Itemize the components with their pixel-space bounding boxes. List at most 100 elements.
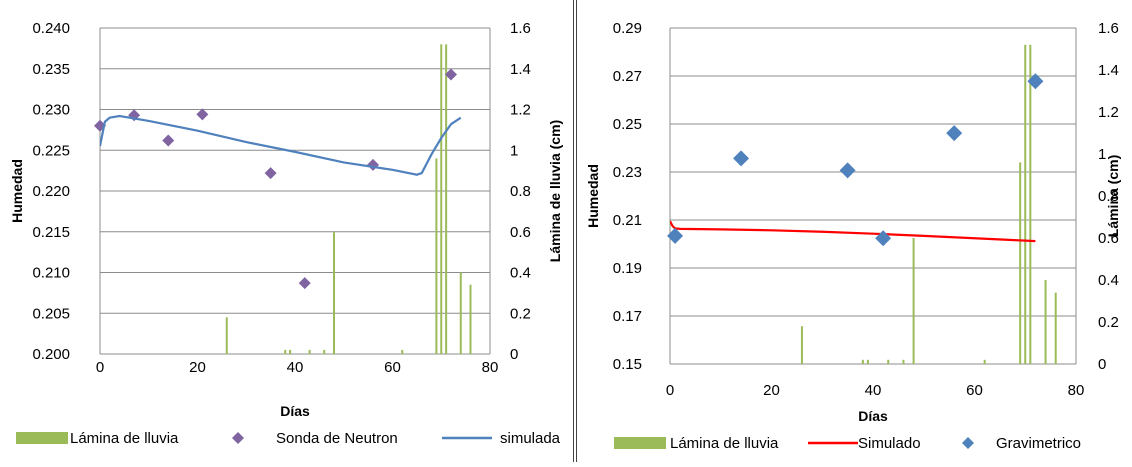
y2-tick-label: 1.4: [510, 61, 531, 78]
chart-panel-left: 0.200 0.205 0.210 0.215 0.220 0.225 0.230 0.235…: [0, 0, 572, 462]
y2-tick-label: 0.8: [1098, 188, 1119, 205]
y2-tick-label: 0.2: [510, 305, 531, 322]
y-tick-label: 0.21: [613, 212, 642, 229]
data-point: [733, 150, 750, 167]
rain-bar: [1029, 44, 1032, 365]
y2-tick-label: 0.6: [510, 224, 531, 241]
data-point: [839, 162, 856, 179]
rain-bar: [333, 231, 335, 354]
y2-tick-label: 1.6: [1098, 20, 1119, 37]
rain-bar: [1044, 280, 1047, 364]
y2-tick-label: 0: [510, 346, 518, 363]
rain-bar: [445, 44, 448, 355]
y2-tick-label: 0.4: [510, 265, 531, 282]
x-tick-label: 0: [96, 359, 104, 376]
rain-bar: [983, 359, 986, 364]
rain-bar: [861, 359, 864, 364]
y-tick-label: 0.240: [32, 20, 70, 37]
data-point: [264, 167, 277, 180]
y2-tick-label: 1.4: [1098, 62, 1119, 79]
y-tick-label: 0.220: [32, 183, 70, 200]
y-tick-label: 0.27: [613, 68, 642, 85]
y-tick-label: 0.205: [32, 305, 70, 322]
legend-label-bars: Lámina de lluvia: [670, 435, 779, 452]
data-point: [367, 158, 379, 171]
rain-bar: [902, 359, 905, 364]
y2-tick-label: 0.4: [1098, 272, 1119, 289]
y-tick-label: 0.215: [32, 224, 70, 241]
y-tick-label: 0.23: [613, 164, 642, 181]
y2-axis-title: Lámina (cm): [1105, 155, 1121, 237]
data-point: [946, 125, 963, 142]
y-tick-label: 0.29: [613, 20, 642, 37]
chart-right: 0.15 0.17 0.19 0.21 0.23 0.25 0.27 0.29 0 0.2 0.4 0…: [585, 20, 1121, 452]
y2-tick-label: 1.6: [510, 20, 531, 37]
x-tick-label: 80: [1068, 382, 1085, 399]
x-tick-label: 80: [482, 359, 499, 376]
y2-tick-label: 0.6: [1098, 230, 1119, 247]
legend-label-line: simulada: [500, 430, 561, 447]
legend-label-bars: Lámina de lluvia: [70, 430, 179, 447]
data-point: [667, 227, 684, 244]
y2-axis-title: Lámina de lluvia (cm): [547, 120, 563, 262]
y2-tick-label: 0.8: [510, 183, 531, 200]
y-tick-label: 0.17: [613, 308, 642, 325]
x-tick-label: 40: [865, 382, 882, 399]
y2-tick-label: 1.2: [1098, 104, 1119, 121]
y2-tick-label: 1: [510, 142, 518, 159]
divider-line: [573, 0, 574, 462]
rain-bar: [866, 359, 869, 364]
legend-label-points: Sonda de Neutron: [276, 430, 398, 447]
y-tick-label: 0.25: [613, 116, 642, 133]
legend-label-points: Gravimetrico: [996, 435, 1081, 452]
x-tick-label: 20: [763, 382, 780, 399]
data-point: [1027, 73, 1044, 90]
legend-swatch-points: [962, 437, 974, 449]
legend-swatch-bar: [16, 432, 68, 444]
data-point: [298, 277, 311, 290]
x-axis-title: Días: [280, 403, 310, 419]
y2-tick-label: 0.2: [1098, 314, 1119, 331]
y-tick-label: 0.210: [32, 265, 70, 282]
data-point: [162, 134, 175, 147]
y-axis-title: Humedad: [9, 159, 25, 223]
rain-bar: [1019, 162, 1022, 364]
y-tick-label: 0.235: [32, 61, 70, 78]
y-tick-label: 0.225: [32, 142, 70, 159]
series-line: [100, 114, 462, 176]
series-line: [670, 220, 1036, 243]
x-tick-label: 0: [666, 382, 674, 399]
data-point: [445, 68, 457, 81]
y-tick-label: 0.19: [613, 260, 642, 277]
rain-bar: [225, 317, 228, 354]
rain-bar: [401, 349, 404, 354]
legend-swatch-bar: [614, 437, 666, 449]
x-tick-label: 60: [966, 382, 983, 399]
divider-line: [576, 0, 577, 462]
y2-tick-label: 1: [1098, 146, 1106, 163]
rain-bar: [284, 349, 287, 354]
y2-tick-label: 1.2: [510, 102, 531, 119]
rain-bar: [323, 349, 326, 354]
data-point: [875, 230, 892, 247]
rain-bar: [459, 272, 462, 354]
chart-left: 0.2000.2050.2100.2150.2200.2250.2300.235…: [9, 20, 563, 447]
rain-bar: [912, 238, 915, 364]
rain-bar: [308, 349, 311, 354]
y-tick-label: 0.200: [32, 346, 70, 363]
x-tick-label: 40: [287, 359, 304, 376]
rain-bar: [1024, 44, 1027, 365]
rain-bar: [1054, 292, 1057, 364]
rain-bar: [435, 158, 438, 354]
legend-swatch-points: [232, 432, 244, 444]
chart-panel-right: 0.15 0.17 0.19 0.21 0.23 0.25 0.27 0.29 0 0.2 0.4 0…: [578, 0, 1132, 462]
y-axis-title: Humedad: [585, 164, 601, 228]
rain-bar: [469, 284, 472, 354]
rain-bar: [800, 326, 803, 364]
y-tick-label: 0.230: [32, 102, 70, 119]
x-tick-label: 60: [384, 359, 401, 376]
rain-bar: [440, 44, 443, 355]
y-tick-label: 0.15: [613, 356, 642, 373]
x-tick-label: 20: [189, 359, 206, 376]
panel-divider: [572, 0, 578, 462]
